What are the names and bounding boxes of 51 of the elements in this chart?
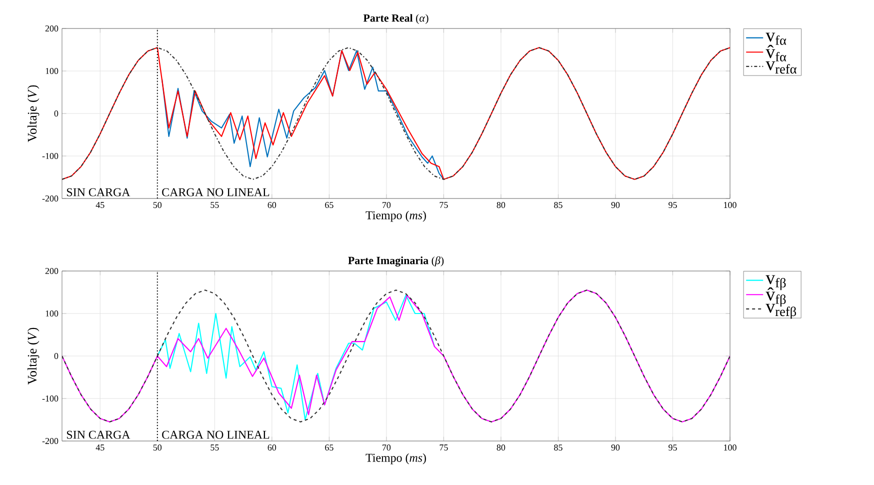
line-series — [156, 294, 436, 420]
line-series — [62, 290, 730, 422]
x-tick-label: 100 — [724, 202, 736, 208]
chart-title: Parte Imaginaria (β) — [348, 256, 444, 267]
y-tick-label: -200 — [42, 438, 58, 444]
x-tick-label: 95 — [668, 444, 677, 451]
x-tick-label: 85 — [554, 444, 562, 451]
x-tick-label: 95 — [668, 202, 677, 208]
y-axis-title: Voltaje (V) — [27, 328, 40, 385]
x-tick-label: 60 — [268, 202, 276, 208]
annotation: SIN CARGA — [66, 188, 130, 196]
x-tick-label: 70 — [382, 202, 391, 208]
y-tick-label: 200 — [45, 25, 58, 32]
x-tick-label: 50 — [153, 444, 162, 451]
x-axis-title: Tiempo (ms) — [366, 453, 426, 464]
x-tick-label: 65 — [325, 202, 334, 208]
x-tick-label: 90 — [611, 444, 620, 451]
x-tick-label: 75 — [440, 444, 448, 450]
x-tick-label: 80 — [496, 444, 506, 451]
x-tick-label: 90 — [611, 202, 620, 208]
annotation: SIN CARGA — [66, 430, 130, 439]
legend-label: v$_{refα}$ — [766, 61, 796, 74]
x-tick-label: 85 — [554, 202, 562, 208]
line-series — [62, 47, 730, 180]
y-axis-title: Voltaje (V) — [27, 85, 40, 142]
y-tick-label: 0 — [54, 352, 58, 360]
line-series — [161, 50, 444, 180]
y-tick-label: 0 — [54, 110, 58, 117]
y-tick-label: -100 — [42, 152, 58, 160]
x-tick-label: 45 — [96, 444, 104, 451]
x-tick-label: 70 — [382, 444, 391, 451]
x-tick-label: 45 — [96, 202, 104, 208]
x-tick-label: 55 — [210, 444, 219, 450]
legend-label: v̂$_{fα}$ — [766, 44, 786, 62]
x-tick-label: 60 — [268, 444, 276, 451]
legend-label: v$_{fα}$ — [766, 32, 786, 45]
annotation: CARGA NO LINEAL — [162, 430, 270, 439]
x-tick-label: 65 — [325, 444, 334, 451]
y-tick-label: 200 — [45, 268, 58, 274]
chart-title: Parte Real (α) — [363, 14, 428, 24]
y-tick-label: -100 — [42, 395, 58, 402]
y-tick-label: 100 — [46, 310, 58, 317]
x-tick-label: 75 — [440, 202, 448, 208]
x-tick-label: 100 — [724, 444, 736, 451]
x-tick-label: 55 — [210, 202, 219, 208]
x-tick-label: 80 — [496, 202, 506, 208]
y-tick-label: -200 — [42, 195, 58, 202]
x-axis-title: Tiempo (ms) — [366, 210, 426, 222]
x-tick-label: 50 — [153, 202, 162, 208]
y-tick-label: 100 — [46, 68, 58, 74]
annotation: CARGA NO LINEAL — [162, 188, 270, 196]
